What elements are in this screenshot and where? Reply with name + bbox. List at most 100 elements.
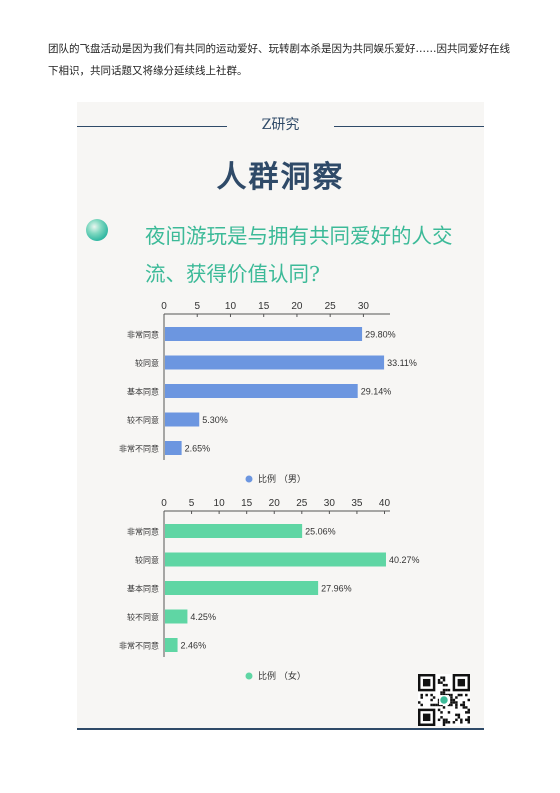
qr-code-icon xyxy=(418,674,470,726)
qr-module-79 xyxy=(452,721,456,724)
male-category-label-2: 基本同意 xyxy=(127,387,159,397)
qr-module-0 xyxy=(440,676,443,679)
qr-module-74 xyxy=(465,718,468,722)
male-tick-label-0: 0 xyxy=(161,301,167,312)
qr-module-55 xyxy=(455,706,458,709)
male-bar-2 xyxy=(165,384,358,398)
qr-module-15 xyxy=(430,693,433,697)
female-value-label-1: 40.27% xyxy=(389,555,420,565)
male-tick-label-2: 10 xyxy=(225,301,237,312)
qr-module-44 xyxy=(430,703,433,707)
female-legend-label: 比例 （女） xyxy=(258,670,306,682)
female-value-label-4: 2.46% xyxy=(181,641,207,651)
male-category-label-1: 较同意 xyxy=(135,358,159,368)
qr-module-67 xyxy=(457,716,461,719)
female-bar-4 xyxy=(165,638,178,652)
qr-module-35 xyxy=(418,701,421,704)
qr-module-69 xyxy=(437,718,441,722)
qr-module-5 xyxy=(440,681,443,684)
male-category-label-0: 非常同意 xyxy=(127,330,159,340)
qr-module-54 xyxy=(442,706,446,709)
top-rule-right xyxy=(334,126,484,127)
qr-module-56 xyxy=(462,706,466,709)
qr-module-61 xyxy=(447,711,451,714)
male-value-label-3: 5.30% xyxy=(202,415,228,425)
qr-module-16 xyxy=(440,693,443,697)
female-tick-label-2: 10 xyxy=(214,498,226,509)
qr-module-70 xyxy=(442,718,446,722)
page-title: 人群洞察 xyxy=(216,160,345,195)
qr-module-7 xyxy=(445,683,448,687)
qr-module-75 xyxy=(467,718,470,722)
qr-finder-inner-2 xyxy=(422,713,431,722)
qr-module-25 xyxy=(432,696,436,699)
infographic-panel: Z研究 人群洞察 夜间游玩是与拥有共同爱好的人交流、获得价值认同? 0 5 10 15… xyxy=(77,102,484,730)
qr-module-59 xyxy=(467,708,470,712)
qr-module-66 xyxy=(440,716,443,719)
qr-module-46 xyxy=(435,703,438,707)
qr-finder-inner-1 xyxy=(457,678,466,687)
female-value-label-2: 27.96% xyxy=(321,584,352,594)
qr-module-28 xyxy=(455,696,458,699)
qr-module-11 xyxy=(440,691,443,694)
qr-module-48 xyxy=(440,703,443,707)
female-tick-label-4: 20 xyxy=(269,498,281,509)
female-tick-label-6: 30 xyxy=(324,498,336,509)
qr-module-3 xyxy=(442,678,446,682)
qr-module-14 xyxy=(425,693,428,697)
qr-module-30 xyxy=(437,698,441,702)
qr-module-50 xyxy=(450,703,453,707)
qr-module-43 xyxy=(420,703,423,707)
male-category-label-3: 较不同意 xyxy=(127,415,159,425)
qr-module-39 xyxy=(450,701,453,704)
female-tick-label-5: 25 xyxy=(296,498,308,509)
qr-module-71 xyxy=(445,718,448,722)
qr-module-24 xyxy=(420,696,423,699)
qr-module-22 xyxy=(460,693,463,697)
qr-finder-inner-0 xyxy=(422,678,431,687)
qr-module-72 xyxy=(455,718,458,722)
qr-module-2 xyxy=(437,678,441,682)
bubble-icon xyxy=(86,219,108,241)
qr-module-76 xyxy=(442,721,446,724)
male-value-label-1: 33.11% xyxy=(387,358,417,368)
female-tick-label-1: 5 xyxy=(189,498,195,509)
qr-module-73 xyxy=(460,718,463,722)
qr-module-62 xyxy=(465,711,468,714)
qr-module-58 xyxy=(437,708,441,712)
female-bar-1 xyxy=(165,552,386,567)
qr-module-40 xyxy=(452,701,456,704)
qr-module-53 xyxy=(462,703,466,707)
male-tick-label-4: 20 xyxy=(291,301,303,312)
female-bar-3 xyxy=(165,609,188,624)
qr-module-45 xyxy=(432,703,436,707)
qr-module-18 xyxy=(445,693,448,697)
qr-module-17 xyxy=(442,693,446,697)
qr-module-13 xyxy=(420,693,423,697)
male-bar-0 xyxy=(165,327,363,341)
chart-female: 0 5 10 15 20 25 30 35 40 非常同意 25.06% 较同意 40.27% 基本同意 2… xyxy=(119,498,420,682)
qr-module-12 xyxy=(442,691,446,694)
qr-module-4 xyxy=(437,681,441,684)
female-value-label-3: 4.25% xyxy=(190,612,216,622)
qr-module-60 xyxy=(440,711,443,714)
qr-module-82 xyxy=(442,723,446,726)
qr-module-32 xyxy=(450,698,453,702)
qr-module-52 xyxy=(460,703,463,707)
female-tick-label-3: 15 xyxy=(241,498,253,509)
qr-module-23 xyxy=(465,693,468,697)
female-bar-2 xyxy=(165,581,319,595)
qr-module-77 xyxy=(445,721,448,724)
female-category-label-3: 较不同意 xyxy=(127,612,159,622)
male-tick-label-1: 5 xyxy=(194,301,200,312)
female-category-label-4: 非常不同意 xyxy=(119,641,159,651)
female-value-label-0: 25.06% xyxy=(305,527,336,537)
qr-module-10 xyxy=(447,688,451,692)
qr-module-49 xyxy=(447,703,451,707)
qr-module-8 xyxy=(442,688,446,692)
female-category-label-0: 非常同意 xyxy=(127,527,159,537)
qr-module-21 xyxy=(457,693,461,697)
male-value-label-2: 29.14% xyxy=(361,387,392,397)
bottom-rule xyxy=(77,728,484,730)
qr-module-42 xyxy=(462,701,466,704)
